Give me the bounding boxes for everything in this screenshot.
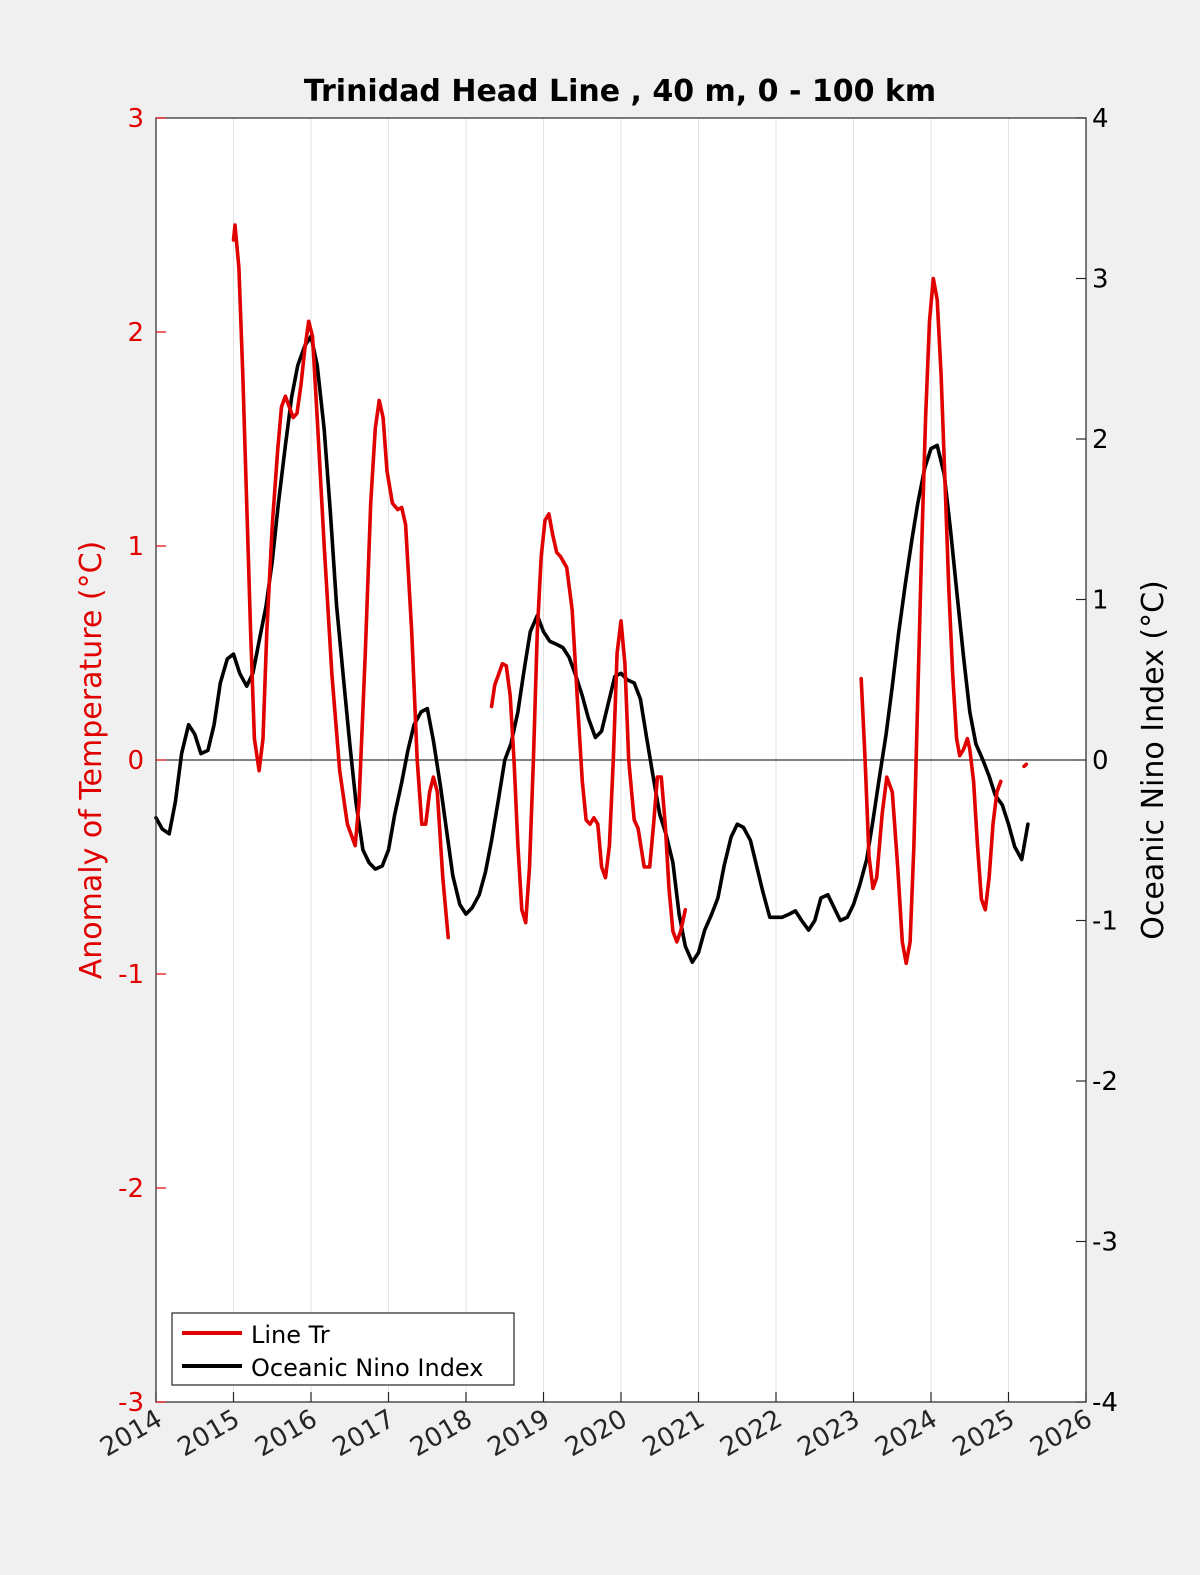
left-axis-ticks: -3 -2 -1 0 1 2 3 (118, 104, 166, 1418)
left-axis-label: Anomaly of Temperature (°C) (74, 541, 109, 980)
x-tick-label: 2020 (560, 1404, 632, 1463)
x-tick-label: 2021 (638, 1404, 710, 1463)
legend-label-line-tr: Line Tr (251, 1321, 330, 1349)
series-layer (154, 223, 1030, 966)
x-tick-label: 2022 (715, 1404, 787, 1463)
right-tick-label: 3 (1092, 265, 1109, 295)
x-tick-label: 2015 (173, 1404, 245, 1463)
series-line-tr-segment-2 (489, 512, 688, 944)
right-tick-label: 0 (1092, 746, 1109, 776)
left-tick-label: -1 (118, 960, 144, 990)
left-tick-label: -3 (118, 1388, 144, 1418)
left-tick-label: 0 (127, 746, 144, 776)
x-tick-label: 2023 (793, 1404, 865, 1463)
x-tick-label: 2016 (250, 1404, 322, 1463)
left-tick-label: 3 (127, 104, 144, 134)
chart-title: Trinidad Head Line , 40 m, 0 - 100 km (304, 74, 936, 109)
x-tick-label: 2018 (405, 1404, 477, 1463)
series-line-oceanic-nino-index (154, 334, 1030, 964)
legend-box (171, 1312, 515, 1386)
right-tick-label: -2 (1092, 1067, 1118, 1097)
left-tick-label: 2 (127, 318, 144, 348)
x-tick-label: 2025 (948, 1404, 1020, 1463)
left-tick-label: -2 (118, 1174, 144, 1204)
right-tick-label: 1 (1092, 586, 1109, 616)
right-tick-label: 2 (1092, 425, 1109, 455)
plot-area: -3 -2 -1 0 1 2 3 -4 -3 -2 -1 0 1 2 3 4 2014 2015 2016 201… (95, 104, 1118, 1463)
series-line-tr-segment-3 (859, 276, 1003, 966)
legend-label-oni: Oceanic Nino Index (251, 1354, 483, 1382)
right-tick-label: 4 (1092, 104, 1109, 134)
x-tick-label: 2019 (483, 1404, 555, 1463)
series-line-tr-segment-1 (231, 223, 450, 940)
right-tick-label: -1 (1092, 907, 1118, 937)
series-line-tr-segment-4 (1022, 762, 1029, 769)
x-axis-ticks: 2014 2015 2016 2017 2018 2019 2020 2021 2022 2023… (95, 1392, 1098, 1463)
right-axis-ticks: -4 -3 -2 -1 0 1 2 3 4 (1076, 104, 1118, 1418)
right-tick-label: -3 (1092, 1228, 1118, 1258)
x-tick-label: 2017 (328, 1404, 400, 1463)
right-axis-label: Oceanic Nino Index (°C) (1136, 580, 1171, 940)
x-tick-label: 2026 (1025, 1404, 1097, 1463)
right-tick-label: -4 (1092, 1388, 1118, 1418)
left-tick-label: 1 (127, 532, 144, 562)
legend: Line Tr Oceanic Nino Index (171, 1312, 515, 1386)
x-tick-label: 2024 (870, 1404, 942, 1463)
